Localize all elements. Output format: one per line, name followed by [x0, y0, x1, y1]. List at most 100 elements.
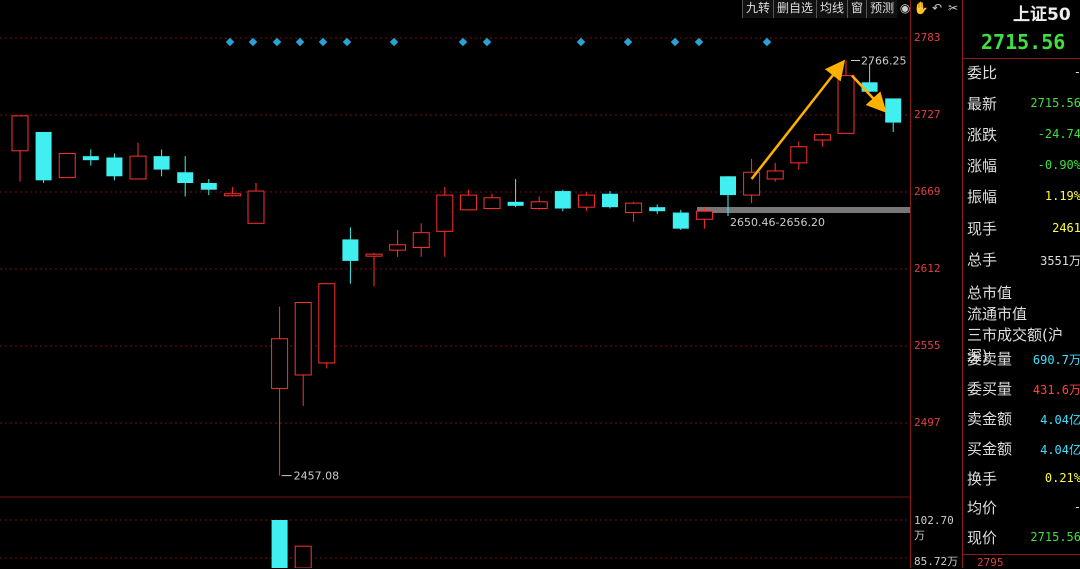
candle[interactable]: [365, 252, 383, 287]
candle[interactable]: [790, 141, 808, 170]
quote-key: 总市值: [967, 284, 1013, 302]
candle-body-up: [271, 338, 289, 389]
candle-body-down: [602, 193, 618, 208]
quote-value: -24.74: [1037, 127, 1080, 141]
quote-row: 振幅 1.19%: [965, 186, 1080, 212]
candle[interactable]: [35, 131, 52, 184]
candle[interactable]: [625, 201, 643, 222]
quote-row: 委比 -: [965, 62, 1080, 88]
volume-label-max: 102.70万: [914, 514, 954, 542]
candle[interactable]: [153, 149, 170, 177]
low-price-label: 2457.08: [294, 470, 340, 483]
candle-body-up: [790, 146, 808, 164]
scissors-icon[interactable]: ✂: [948, 1, 959, 15]
candle-body-down: [177, 172, 194, 184]
candle[interactable]: [837, 60, 855, 134]
candle[interactable]: [813, 133, 831, 147]
event-marker-diamond: [482, 37, 492, 47]
volume-label-mid: 85.72万: [914, 555, 959, 568]
quote-value: -: [1074, 65, 1080, 79]
candle[interactable]: [861, 63, 878, 92]
candle[interactable]: [318, 283, 336, 369]
quote-value: 4.04亿: [1040, 443, 1080, 457]
quote-key: 最新: [967, 95, 998, 113]
candle[interactable]: [342, 227, 359, 284]
up-arrow: [750, 59, 846, 180]
candle-body-up: [577, 194, 595, 208]
quote-key: 三市成交额(沪深): [967, 326, 1063, 365]
candlestick-chart[interactable]: 2766.25 2457.08 2650.46-2656.20: [0, 0, 910, 568]
quote-row: 涨跌 -24.74: [965, 124, 1080, 150]
event-marker-diamond: [670, 37, 680, 47]
divider: [963, 554, 1080, 555]
candle[interactable]: [58, 152, 76, 179]
event-marker-diamond: [295, 37, 305, 47]
candle[interactable]: [412, 223, 430, 257]
event-marker-diamond: [389, 37, 399, 47]
gap-band: [697, 207, 910, 213]
candle[interactable]: [766, 162, 784, 182]
eye-icon[interactable]: ◉: [899, 1, 911, 15]
candle-body-down: [861, 82, 878, 92]
candle[interactable]: [743, 158, 761, 204]
quote-row: 买金额 4.04亿: [965, 438, 1080, 464]
toolbar-button-moving-average[interactable]: 均线: [816, 0, 848, 18]
hand-icon[interactable]: ✋: [913, 1, 929, 15]
toolbar-button-remove-favorite[interactable]: 删自选: [773, 0, 817, 18]
candle[interactable]: [530, 196, 548, 210]
candle-body-up: [766, 170, 784, 180]
candle[interactable]: [271, 306, 289, 476]
quote-key: 振幅: [967, 188, 998, 206]
candles-group[interactable]: [11, 60, 902, 476]
candle[interactable]: [436, 187, 454, 257]
candle[interactable]: [223, 187, 241, 197]
candle[interactable]: [177, 156, 194, 197]
candle[interactable]: [507, 178, 524, 208]
candle[interactable]: [11, 115, 29, 182]
candle[interactable]: [200, 178, 217, 196]
undo-icon[interactable]: ↶: [932, 1, 943, 15]
candle[interactable]: [294, 302, 312, 406]
candle-body-down: [720, 176, 736, 196]
quote-key: 总手: [967, 251, 998, 269]
event-marker-diamond: [623, 37, 633, 47]
candle[interactable]: [82, 149, 99, 166]
toolbar-button-jiuzhuan[interactable]: 九转: [742, 0, 774, 18]
quote-row: 涨幅 -0.90%: [965, 155, 1080, 181]
candle[interactable]: [885, 98, 902, 132]
candle[interactable]: [672, 209, 689, 230]
candle-body-up: [625, 202, 643, 214]
candle-body-up: [294, 302, 312, 376]
candle[interactable]: [602, 191, 618, 209]
candle[interactable]: [459, 189, 477, 211]
quote-value: 690.7万: [1032, 353, 1080, 367]
quote-value: 3551万: [1040, 254, 1080, 268]
candle-body-up: [223, 193, 241, 197]
axis-label-2555: 2555: [914, 339, 941, 352]
candle-body-down: [672, 212, 689, 229]
quote-row: 流通市值: [965, 303, 1080, 329]
candle[interactable]: [577, 192, 595, 212]
candle-body-down: [649, 207, 666, 212]
event-marker-diamond: [272, 37, 282, 47]
candle[interactable]: [247, 183, 265, 224]
quote-key: 买金额: [967, 440, 1013, 458]
quote-row: 卖金额 4.04亿: [965, 408, 1080, 434]
candle[interactable]: [483, 193, 501, 210]
candle[interactable]: [720, 176, 736, 216]
quote-value: 2715.56: [1030, 96, 1080, 110]
candle[interactable]: [106, 153, 123, 181]
quote-value: 431.6万: [1032, 383, 1080, 397]
candle[interactable]: [389, 230, 407, 257]
candle[interactable]: [695, 207, 713, 229]
volume-bar: [271, 520, 288, 568]
candle[interactable]: [649, 204, 666, 214]
quote-value: 2715.56: [1030, 530, 1080, 544]
quote-key: 均价: [967, 499, 998, 517]
candle[interactable]: [554, 189, 571, 212]
toolbar-button-window[interactable]: 窗: [847, 0, 867, 18]
candle-body-up: [129, 155, 147, 180]
quote-key: 委比: [967, 64, 998, 82]
candle[interactable]: [129, 142, 147, 180]
toolbar-button-forecast[interactable]: 预测: [866, 0, 898, 18]
